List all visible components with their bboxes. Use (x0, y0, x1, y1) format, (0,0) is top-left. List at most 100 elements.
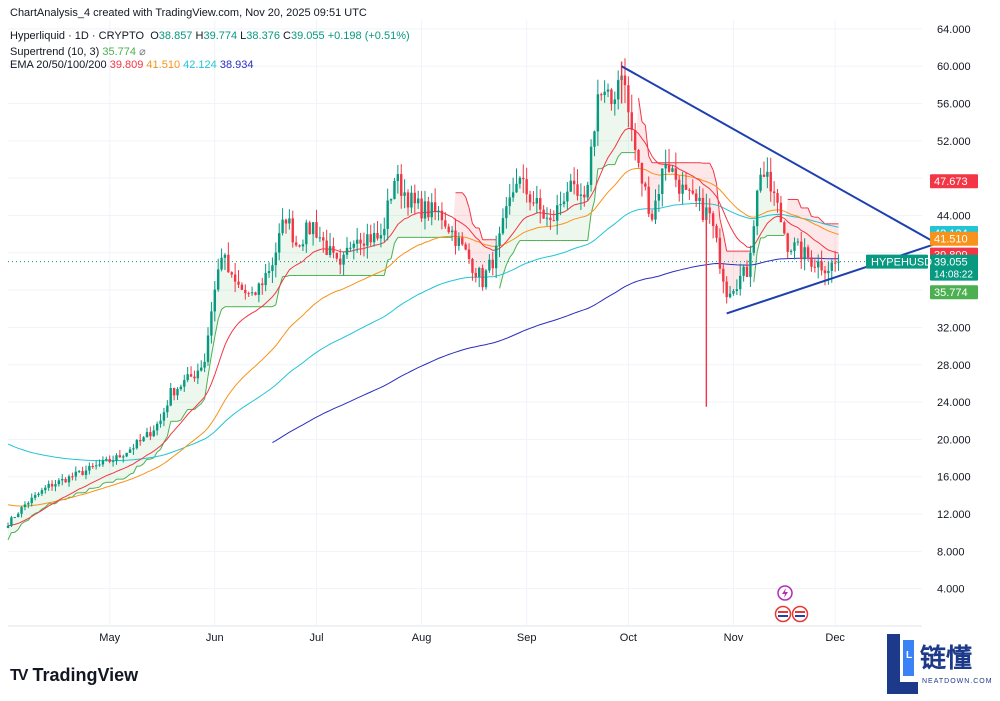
candle-body (257, 283, 261, 295)
supertrend-fill (62, 479, 66, 500)
supertrend-fill (14, 513, 19, 533)
supertrend-fill (248, 292, 253, 307)
candle-body (383, 228, 386, 236)
supertrend-fill (516, 177, 520, 246)
supertrend-segment (102, 481, 107, 484)
supertrend-fill (418, 198, 422, 238)
supertrend-fill (794, 199, 798, 243)
supertrend-segment (7, 532, 12, 541)
supertrend-fill (336, 258, 341, 276)
candle-body (586, 184, 589, 198)
candle-body (803, 247, 806, 260)
candle-body (678, 179, 681, 194)
candle-body (128, 449, 132, 453)
price-label-text: 47.673 (934, 176, 968, 188)
candle-body (88, 465, 91, 471)
supertrend-fill (360, 243, 364, 276)
candle-body (755, 190, 759, 227)
us-flag-event-icon[interactable] (791, 605, 809, 623)
candle-body (461, 237, 464, 245)
candle-body (817, 261, 820, 268)
low-label: L (240, 30, 247, 42)
candle-body (691, 190, 694, 194)
candle-body (244, 289, 247, 294)
supertrend-fill (374, 232, 378, 276)
candle-body (593, 131, 596, 147)
supertrend-fill (123, 452, 127, 480)
supertrend-fill (296, 245, 300, 276)
candle-body (508, 197, 511, 207)
supertrend-segment (214, 319, 219, 337)
candle-body (342, 254, 345, 265)
candle-body (718, 237, 722, 269)
supertrend-segment (41, 506, 46, 510)
supertrend-segment (55, 500, 60, 505)
supertrend-fill (530, 202, 534, 241)
candle-body (159, 420, 162, 424)
candle-body (610, 89, 613, 104)
candle-body (274, 252, 278, 266)
candle-body (200, 367, 203, 371)
supertrend-fill (38, 490, 42, 513)
candle-body (193, 376, 196, 379)
supertrend-segment (472, 223, 477, 229)
supertrend-fill (404, 192, 409, 238)
lightning-glyph (782, 588, 788, 598)
supertrend-segment (648, 155, 653, 163)
tradingview-logo[interactable]: TV TradingView (10, 665, 138, 686)
ema-legend[interactable]: EMA 20/50/100/200 39.809 41.510 42.124 3… (10, 59, 254, 71)
symbol-tag-text[interactable]: HYPEHUSD (871, 257, 932, 269)
supertrend-segment (756, 237, 762, 252)
candle-body (505, 206, 508, 219)
supertrend-fill (231, 274, 236, 307)
candle-body (444, 220, 447, 227)
symbol-title[interactable]: Hyperliquid · 1D · CRYPTO (10, 30, 145, 42)
candle-body (298, 245, 301, 247)
supertrend-segment (92, 487, 97, 489)
supertrend-fill (92, 465, 97, 489)
us-flag-event-icon[interactable] (774, 605, 792, 623)
candle-body (142, 437, 145, 442)
price-label-box (930, 231, 978, 246)
supertrend-legend[interactable]: Supertrend (10, 3) 35.774 ⌀ (10, 45, 146, 58)
candle-body (742, 266, 745, 276)
candle-body (237, 281, 240, 285)
supertrend-segment (753, 251, 758, 283)
supertrend-segment (387, 258, 392, 261)
candle-body (481, 268, 484, 288)
supertrend-segment (499, 275, 504, 289)
candle-body (376, 232, 379, 239)
flag-stripe (778, 615, 788, 617)
y-tick-label: 60.000 (937, 61, 971, 73)
candle-body (796, 241, 800, 243)
supertrend-fill (48, 483, 53, 504)
ema200-line (272, 257, 839, 444)
supertrend-fill (58, 479, 63, 501)
candle-body (752, 226, 755, 253)
supertrend-fill (316, 237, 320, 276)
candle-body (372, 232, 376, 243)
candle-body (362, 243, 366, 246)
supertrend-fill (526, 194, 531, 241)
supertrend-fill (109, 460, 114, 483)
flag-stripe (795, 611, 805, 613)
candle-body (50, 483, 54, 487)
candle-body (423, 201, 427, 219)
triangle-upper-line[interactable] (621, 65, 938, 245)
supertrend-fill (201, 361, 205, 404)
candle-body (837, 261, 840, 263)
ema200-value: 38.934 (219, 59, 254, 71)
x-tick-label: Dec (825, 632, 845, 644)
candle-body (210, 311, 213, 336)
candle-body (579, 194, 583, 196)
supertrend-fill (397, 174, 402, 238)
supertrend-segment (156, 449, 161, 453)
symbol-tag-box[interactable] (866, 254, 928, 269)
supertrend-fill (438, 210, 442, 238)
supertrend-fill (441, 220, 446, 238)
supertrend-segment (797, 199, 802, 209)
supertrend-segment (123, 476, 127, 480)
ema100-value: 42.124 (183, 59, 217, 71)
candle-body (108, 458, 111, 462)
